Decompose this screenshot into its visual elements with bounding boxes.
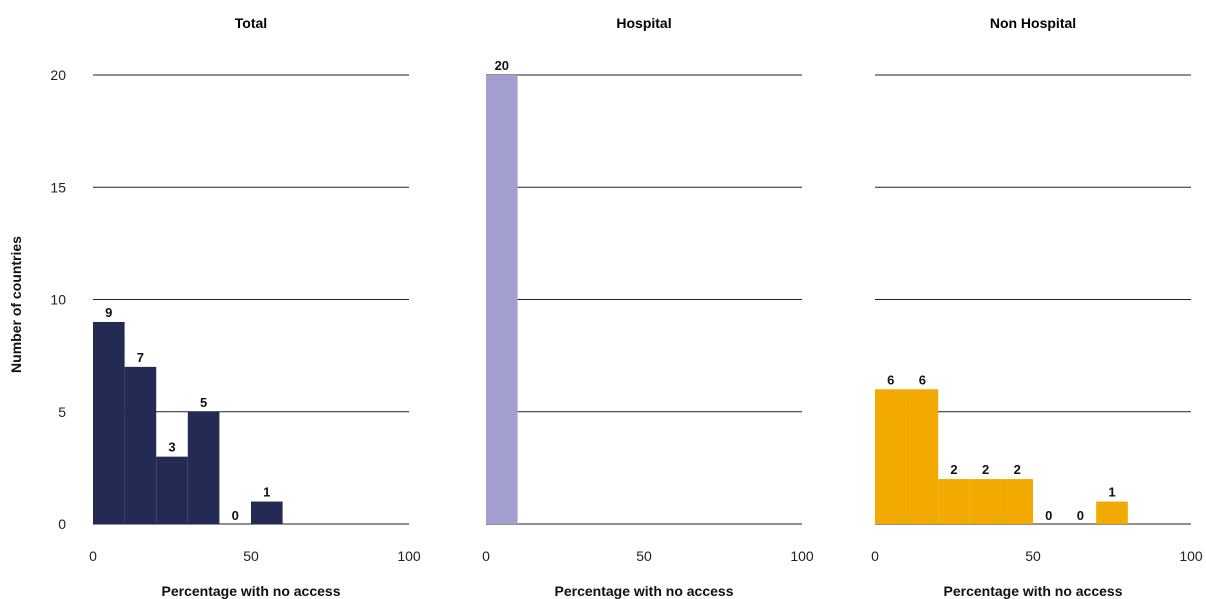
x-tick-label: 0 <box>482 548 490 564</box>
panel-title: Non Hospital <box>990 15 1076 31</box>
x-axis-label: Percentage with no access <box>944 583 1123 599</box>
histogram-bar <box>1001 479 1033 524</box>
bar-value-label: 3 <box>168 440 175 455</box>
bar-value-label: 7 <box>137 350 144 365</box>
x-tick-label: 100 <box>1179 548 1203 564</box>
histogram-bar <box>187 411 220 524</box>
bar-value-label: 2 <box>982 462 989 477</box>
x-axis-label: Percentage with no access <box>162 583 341 599</box>
histogram-bar <box>969 479 1002 524</box>
histogram-bar <box>251 501 283 524</box>
bar-value-label: 2 <box>950 462 957 477</box>
y-axis-label: Number of countries <box>8 236 24 373</box>
bar-value-label: 0 <box>1045 508 1052 523</box>
histogram-bar <box>93 321 125 524</box>
panel-title: Total <box>235 15 267 31</box>
bar-value-label: 5 <box>200 395 207 410</box>
bar-value-label: 20 <box>495 58 509 73</box>
bar-value-label: 0 <box>232 508 239 523</box>
histogram-bar <box>124 366 157 524</box>
bar-value-label: 9 <box>105 305 112 320</box>
histogram-bar <box>486 75 518 524</box>
x-tick-label: 100 <box>790 548 814 564</box>
histogram-bar <box>938 479 970 524</box>
y-tick-label: 15 <box>50 179 66 195</box>
y-tick-label: 5 <box>58 404 66 420</box>
bar-value-label: 6 <box>887 372 894 387</box>
bar-value-label: 2 <box>1014 462 1021 477</box>
x-tick-label: 0 <box>871 548 879 564</box>
x-tick-label: 50 <box>636 548 652 564</box>
y-tick-label: 10 <box>50 292 66 308</box>
histogram-bar <box>906 389 939 524</box>
bar-value-label: 6 <box>919 372 926 387</box>
bar-value-label: 0 <box>1077 508 1084 523</box>
x-tick-label: 50 <box>243 548 259 564</box>
y-tick-label: 20 <box>50 67 66 83</box>
x-tick-label: 100 <box>397 548 421 564</box>
bar-value-label: 1 <box>1108 485 1115 500</box>
histogram-bar <box>875 389 907 524</box>
panel-title: Hospital <box>616 15 671 31</box>
histogram-bar <box>1096 501 1128 524</box>
y-tick-label: 0 <box>58 516 66 532</box>
histogram-bar <box>156 456 188 524</box>
bar-value-label: 1 <box>263 485 270 500</box>
x-axis-label: Percentage with no access <box>555 583 734 599</box>
x-tick-label: 0 <box>89 548 97 564</box>
x-tick-label: 50 <box>1025 548 1041 564</box>
